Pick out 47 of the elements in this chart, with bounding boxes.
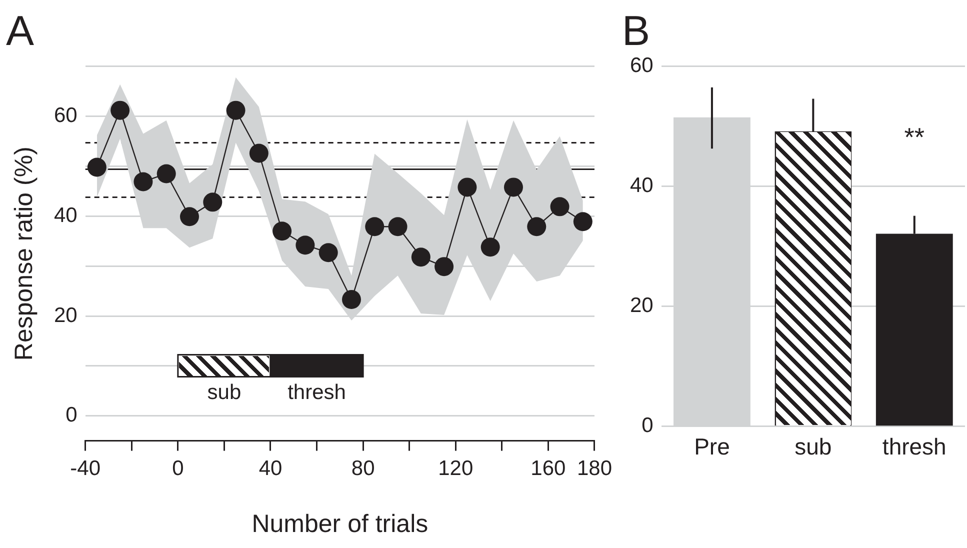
band-label: sub: [207, 380, 242, 404]
y-tick-label: 40: [54, 204, 78, 227]
point: [434, 257, 454, 276]
point: [550, 197, 570, 216]
x-tick-label: thresh: [882, 434, 946, 460]
y-tick-label: 20: [630, 294, 654, 318]
point: [388, 217, 408, 236]
point: [504, 178, 523, 197]
point: [156, 164, 176, 184]
point: [342, 290, 361, 310]
point: [134, 172, 153, 192]
y-tick-label: 20: [54, 304, 78, 327]
x-tick-label: 120: [438, 457, 474, 480]
point: [527, 217, 546, 236]
y-tick-label: 60: [54, 104, 78, 128]
point: [110, 100, 130, 120]
x-tick-label: sub: [794, 434, 832, 460]
point: [573, 212, 592, 232]
x-tick-label: Pre: [694, 434, 730, 460]
point: [411, 248, 430, 267]
annotation: **: [904, 122, 925, 152]
x-tick-label: 80: [351, 457, 375, 480]
x-tick-label: 180: [576, 457, 612, 480]
point: [226, 100, 246, 120]
y-tick-label: 60: [630, 54, 654, 78]
x-tick-label: 40: [258, 457, 282, 480]
point: [203, 192, 222, 212]
point: [249, 144, 268, 163]
point: [458, 178, 477, 197]
point: [296, 236, 315, 255]
point: [480, 238, 500, 257]
point: [272, 222, 292, 241]
point: [365, 217, 384, 236]
chart-title: A: [6, 6, 34, 54]
x-tick-label: 160: [530, 457, 566, 480]
point: [87, 158, 106, 177]
chart-title: B: [622, 6, 650, 54]
point: [318, 243, 338, 262]
y-tick-label: 40: [630, 174, 654, 198]
point: [180, 207, 199, 226]
x-tick-label: -40: [70, 457, 101, 480]
y-tick-label: 0: [642, 414, 654, 438]
x-tick-label: 0: [172, 457, 184, 480]
band-label: thresh: [288, 380, 346, 404]
x-axis-title: Number of trials: [252, 510, 428, 538]
y-tick-label: 0: [66, 404, 78, 427]
y-axis-title: Response ratio (%): [10, 146, 38, 361]
